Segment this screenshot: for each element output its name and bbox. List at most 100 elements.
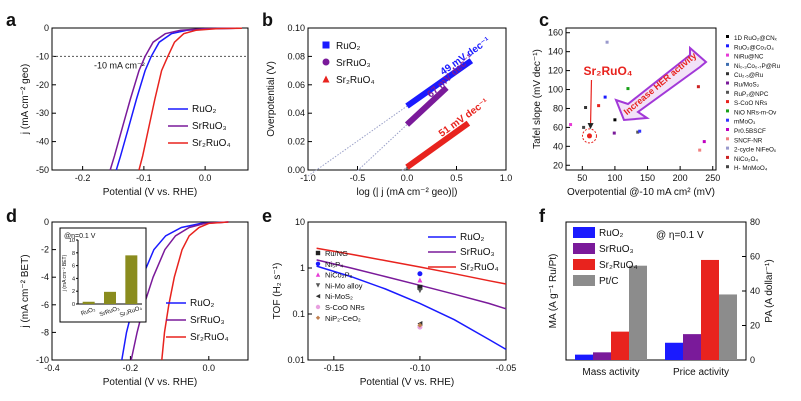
data-point [584, 106, 588, 110]
plot-frame [307, 221, 507, 361]
left-y-axis-label: MA (A g⁻¹ Ru/Pt) [548, 254, 559, 329]
series-line [121, 221, 229, 361]
highlight-point [586, 133, 592, 139]
legend-swatch [573, 243, 595, 254]
legend-swatch [573, 275, 595, 286]
y-tick-label: 0.1 [292, 309, 305, 319]
legend-label: RuO₂ [336, 41, 361, 52]
y-axis-label: Tafel slope (mV dec⁻¹) [532, 49, 543, 149]
panel-label-d: d [6, 206, 17, 226]
x-tick-label: -0.5 [350, 173, 366, 183]
legend-swatch [573, 227, 595, 238]
y-axis-label: TOF (H₂ s⁻¹) [272, 263, 283, 320]
series-line [130, 221, 229, 361]
data-band [405, 120, 471, 170]
legend-label: mMoO₃ [734, 119, 756, 126]
x-tick-label: -1.0 [300, 173, 316, 183]
x-tick-label: 250 [705, 173, 720, 183]
annotation: @ η=0.1 V [656, 230, 704, 241]
legend-label: Ni-MoS₂ [325, 292, 353, 301]
legend-marker [726, 72, 729, 76]
legend-marker [726, 44, 729, 48]
inset-bar [82, 301, 95, 304]
y-tick-label: 0.00 [287, 165, 305, 175]
y-tick-label: -20 [36, 80, 49, 90]
data-point [582, 125, 586, 129]
legend-label: SrRuO₃ [336, 58, 371, 69]
x-tick-label: -0.2 [123, 363, 139, 373]
reference-marker [417, 277, 423, 283]
y-tick-label: 100 [548, 85, 563, 95]
y-tick-label: -50 [36, 165, 49, 175]
bar [575, 354, 593, 360]
legend-marker [726, 81, 729, 85]
x-tick-label: 200 [673, 173, 688, 183]
right-y-tick-label: 20 [750, 321, 760, 331]
y-tick-label: 20 [553, 160, 563, 170]
y-tick-label: -6 [41, 300, 49, 310]
legend-label: SrRuO₃ [599, 244, 634, 255]
legend-label: Sr₂RuO₄ [336, 75, 375, 86]
panel-b: -1.0 -0.5 0.0 0.5 1.0 0.00 0.02 0.04 0.06 0.08 0.1… [266, 23, 512, 198]
legend-marker [315, 283, 321, 288]
bar [683, 334, 701, 360]
fit-line [357, 87, 447, 172]
legend-marker [726, 118, 729, 122]
plot-frame [565, 27, 717, 171]
y-tick-label: 0 [44, 23, 49, 33]
slope-label: 51 mV dec⁻¹ [437, 96, 491, 139]
right-y-tick-label: 60 [750, 252, 760, 262]
bar [611, 331, 629, 360]
legend-label: RuO₂ [599, 228, 624, 239]
legend-swatch [573, 259, 595, 270]
legend-label: NiCo₂O₄ [734, 156, 758, 163]
legend-marker [726, 53, 729, 57]
y-tick-label: -30 [36, 108, 49, 118]
legend-label: RuO₂ [192, 104, 217, 115]
y-tick-label: 120 [548, 66, 563, 76]
legend-label: Cu₂.₅@Ru [734, 72, 764, 79]
panel-label-c: c [539, 10, 549, 30]
legend-label: Sr₂RuO₄ [190, 332, 229, 343]
x-tick-label: 0.0 [203, 363, 216, 373]
category-label: Mass activity [582, 367, 639, 378]
bar [701, 259, 719, 360]
y-tick-label: -4 [41, 272, 49, 282]
y-tick-label: 140 [548, 47, 563, 57]
y-tick-label: 0.01 [287, 355, 305, 365]
inset-y-label: j (mA cm⁻² BET) [62, 254, 68, 292]
legend-label: Ni-Mo alloy [325, 281, 363, 290]
data-point [612, 131, 616, 135]
x-axis-label: log (| j (mA cm⁻² geo)|) [356, 187, 457, 198]
panel-label-f: f [539, 206, 546, 226]
bar [665, 342, 683, 360]
legend-label: Ni₅P₄ [325, 260, 343, 269]
data-point [638, 129, 642, 133]
plot-frame [51, 221, 249, 361]
bar [629, 265, 647, 360]
legend-marker [315, 272, 321, 277]
x-tick-label: -0.10 [410, 363, 431, 373]
legend-label: Ru/MoS₂ [734, 82, 760, 89]
y-tick-label: 60 [553, 122, 563, 132]
series-line [109, 27, 236, 171]
right-y-tick-label: 80 [750, 217, 760, 227]
y-tick-label: 40 [553, 141, 563, 151]
panel-e: -0.15 -0.10 -0.05 0.01 0.1 1 10 Potential (V vs… [272, 217, 516, 388]
y-axis-label: j (mA cm⁻² geo) [20, 64, 31, 135]
y-axis-label: Overpotential (V) [266, 61, 277, 137]
y-tick-label: 0.06 [287, 80, 305, 90]
y-tick-label: -2 [41, 245, 49, 255]
x-tick-label: 0.5 [450, 173, 463, 183]
inset-y-tick-label: 10 [69, 238, 75, 244]
data-band [404, 85, 449, 127]
legend-marker [726, 35, 729, 38]
legend-marker [726, 90, 729, 94]
y-tick-label: 80 [553, 103, 563, 113]
data-point [698, 148, 702, 152]
legend-marker [322, 41, 330, 49]
bar [719, 294, 737, 360]
right-y-tick-label: 40 [750, 286, 760, 296]
y-axis-label: j (mA cm⁻² BET) [20, 254, 31, 328]
